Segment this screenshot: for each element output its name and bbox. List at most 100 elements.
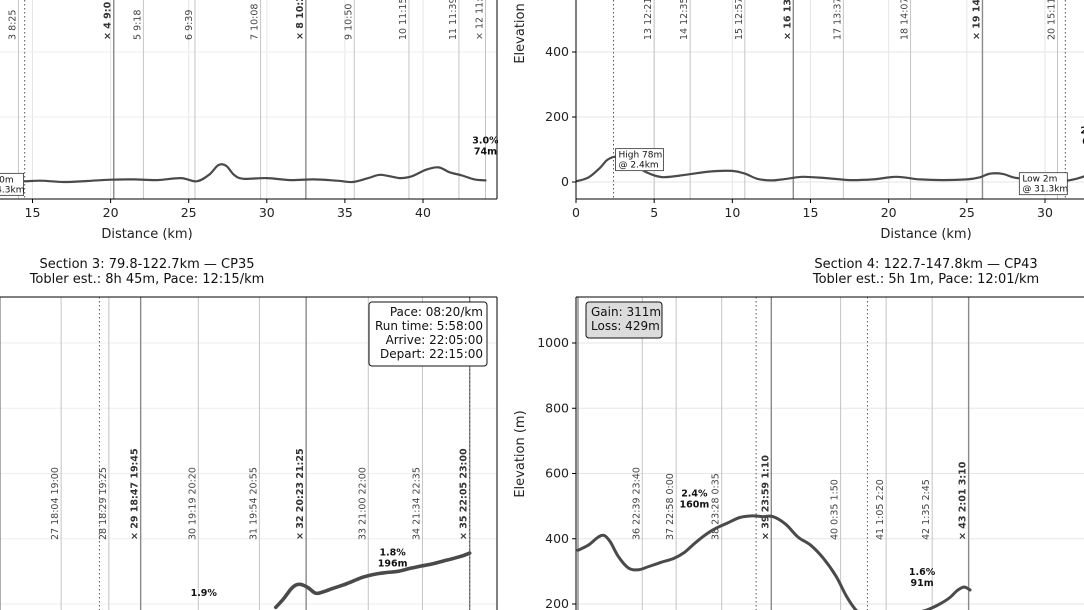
checkpoint-label: × 19 14:4 xyxy=(971,0,982,40)
chart-title-section-3: Section 3: 79.8-122.7km — CP35 xyxy=(40,257,255,272)
checkpoint-label: × 29 18:47 19:45 xyxy=(130,448,141,540)
checkpoint-label: × 39 23:59 1:10 xyxy=(760,455,771,540)
info-box-line: Depart: 22:15:00 xyxy=(380,347,483,361)
x-tick-label: 35 xyxy=(337,205,353,220)
checkpoint-label: 14 12:35 xyxy=(679,0,690,40)
grade-annotation: 91m xyxy=(911,578,934,589)
checkpoint-label: 3 8:25 xyxy=(7,10,18,40)
checkpoint-label: 10 11:15 xyxy=(398,0,409,40)
panel-section-2b-elevation-profile: × 12 11:5 13 12:21 14 12:35 15 12:57 × 16 13… xyxy=(545,0,1084,220)
grade-annotation: 1.8% xyxy=(379,547,406,558)
chart-subtitle-section-4: Tobler est.: 5h 1m, Pace: 12:01/km xyxy=(812,272,1039,287)
x-tick-label: 25 xyxy=(181,205,197,220)
checkpoint-label: 30 19:19 20:20 xyxy=(187,467,198,540)
x-tick-label: 20 xyxy=(103,205,119,220)
y-axis-label-panel-2: Elevation (m) xyxy=(513,0,528,64)
y-tick-label: 800 xyxy=(545,400,569,415)
elevation-profile-line xyxy=(0,163,487,184)
extreme-callout-text: Low 2m xyxy=(1022,175,1057,185)
checkpoint-label: 11 11:39 xyxy=(448,0,459,40)
grade-annotation: 1.9% xyxy=(191,588,218,599)
plot-area-1: 3 8:25 × 4 9:0 5 9:18 6 9:39 7 10:08 × 8 10:2… xyxy=(0,0,499,199)
x-tick-label: 30 xyxy=(1037,205,1053,220)
x-tick-label: 10 xyxy=(724,205,740,220)
grade-annotation: 74m xyxy=(474,146,497,157)
plot-area-4: × 35 22:05 23:00 36 22:39 23:40 37 22:58 0… xyxy=(567,297,1084,610)
checkpoint-label: 28 18:29 19:25 xyxy=(98,467,109,540)
chart-subtitle-section-3: Tobler est.: 8h 45m, Pace: 12:15/km xyxy=(29,272,265,287)
y-tick-label: 0 xyxy=(561,174,569,189)
grade-annotation: 64 xyxy=(1082,137,1084,148)
checkpoint-label: × 35 22:05 23:00 xyxy=(459,448,470,540)
checkpoint-label: × 35 22:05 23:00 xyxy=(567,448,578,540)
checkpoint-label: × 43 2:01 3:10 xyxy=(958,461,969,540)
panel-section-2-elevation-profile: 3 8:25 × 4 9:0 5 9:18 6 9:39 7 10:08 × 8 10:2… xyxy=(0,0,499,220)
extreme-callout-box xyxy=(1018,172,1068,196)
extreme-callout-text: High 78m xyxy=(619,151,663,161)
x-tick-label: 40 xyxy=(415,205,431,220)
y-tick-label: 200 xyxy=(545,596,569,610)
grade-annotation: 1.6% xyxy=(909,567,936,578)
chart-title-section-4: Section 4: 122.7-147.8km — CP43 xyxy=(814,257,1037,272)
y-tick-label: 400 xyxy=(545,44,569,59)
x-tick-label: 20 xyxy=(881,205,897,220)
elevation-profile-line xyxy=(274,551,472,610)
info-box-line: Loss: 429m xyxy=(591,319,660,333)
x-tick-label: 0 xyxy=(572,205,580,220)
info-box-line: Gain: 311m xyxy=(591,305,661,319)
checkpoint-label: 37 22:58 0:00 xyxy=(665,473,676,540)
info-box xyxy=(585,301,663,339)
extreme-callout-text: @ 14.3km xyxy=(0,185,24,195)
extreme-callout-text: @ 2.4km xyxy=(619,161,659,171)
y-axis-label-panel-4: Elevation (m) xyxy=(513,410,528,497)
checkpoint-label: 33 21:00 22:00 xyxy=(357,467,368,540)
grade-annotation: 2.6 xyxy=(1080,126,1084,137)
x-tick-label: 25 xyxy=(959,205,975,220)
checkpoint-label: 27 18:04 19:00 xyxy=(50,467,61,540)
grade-annotation: 196m xyxy=(378,558,408,569)
x-tick-label: 15 xyxy=(803,205,819,220)
x-tick-label: 15 xyxy=(25,205,41,220)
panel-section-4-elevation-profile: × 35 22:05 23:00 36 22:39 23:40 37 22:58 0… xyxy=(537,296,1084,610)
checkpoint-label: 40 0:35 1:50 xyxy=(830,479,841,540)
checkpoint-label: 34 21:34 22:35 xyxy=(411,467,422,540)
checkpoint-label: 36 22:39 23:40 xyxy=(631,467,642,540)
checkpoint-label: × 12 11:5 xyxy=(474,0,485,40)
checkpoint-label: 41 1:05 2:20 xyxy=(875,479,886,540)
checkpoint-label: × 8 10:2 xyxy=(295,0,306,40)
checkpoint-label: 7 10:08 xyxy=(250,4,261,40)
checkpoint-label: 6 9:39 xyxy=(184,10,195,40)
x-tick-label: 5 xyxy=(650,205,658,220)
info-box-line: Arrive: 22:05:00 xyxy=(386,333,483,347)
info-box-line: Run time: 5:58:00 xyxy=(375,319,483,333)
x-axis-label-panel-2: Distance (km) xyxy=(880,227,971,242)
checkpoint-label: 13 12:21 xyxy=(643,0,654,40)
checkpoint-label: 18 14:07 xyxy=(900,0,911,40)
checkpoint-label: 31 19:54 20:55 xyxy=(248,467,259,540)
plot-area-2: × 12 11:5 13 12:21 14 12:35 15 12:57 × 16 13… xyxy=(565,0,1084,199)
checkpoint-label: 38 23:28 0:35 xyxy=(711,473,722,540)
grade-annotation: 3.0% xyxy=(472,135,499,146)
checkpoint-label: 42 1:35 2:45 xyxy=(921,479,932,540)
grade-annotation: 160m xyxy=(680,500,710,511)
checkpoint-label: 17 13:37 xyxy=(832,0,843,40)
y-tick-label: 200 xyxy=(545,109,569,124)
elevation-profile-line xyxy=(576,514,972,610)
y-tick-label: 1000 xyxy=(537,335,569,350)
checkpoint-label: × 32 20:23 21:25 xyxy=(295,448,306,540)
checkpoint-label: × 4 9:0 xyxy=(103,1,114,40)
checkpoint-label: × 16 13:1 xyxy=(782,0,793,40)
extreme-callout-box xyxy=(0,172,24,196)
checkpoint-label: × 12 11:5 xyxy=(565,0,576,40)
checkpoint-label: 5 9:18 xyxy=(132,10,143,40)
extreme-callout-text: Low 0m xyxy=(0,175,14,185)
checkpoint-label: 9 10:50 xyxy=(343,4,354,40)
y-tick-label: 600 xyxy=(545,466,569,481)
checkpoint-label: 20 15:11 xyxy=(1047,0,1058,40)
x-tick-label: 30 xyxy=(259,205,275,220)
x-axis-label-panel-1: Distance (km) xyxy=(101,227,192,242)
grade-annotation: 2.4% xyxy=(681,489,708,500)
extreme-callout-box xyxy=(615,148,664,172)
info-box xyxy=(368,301,488,367)
